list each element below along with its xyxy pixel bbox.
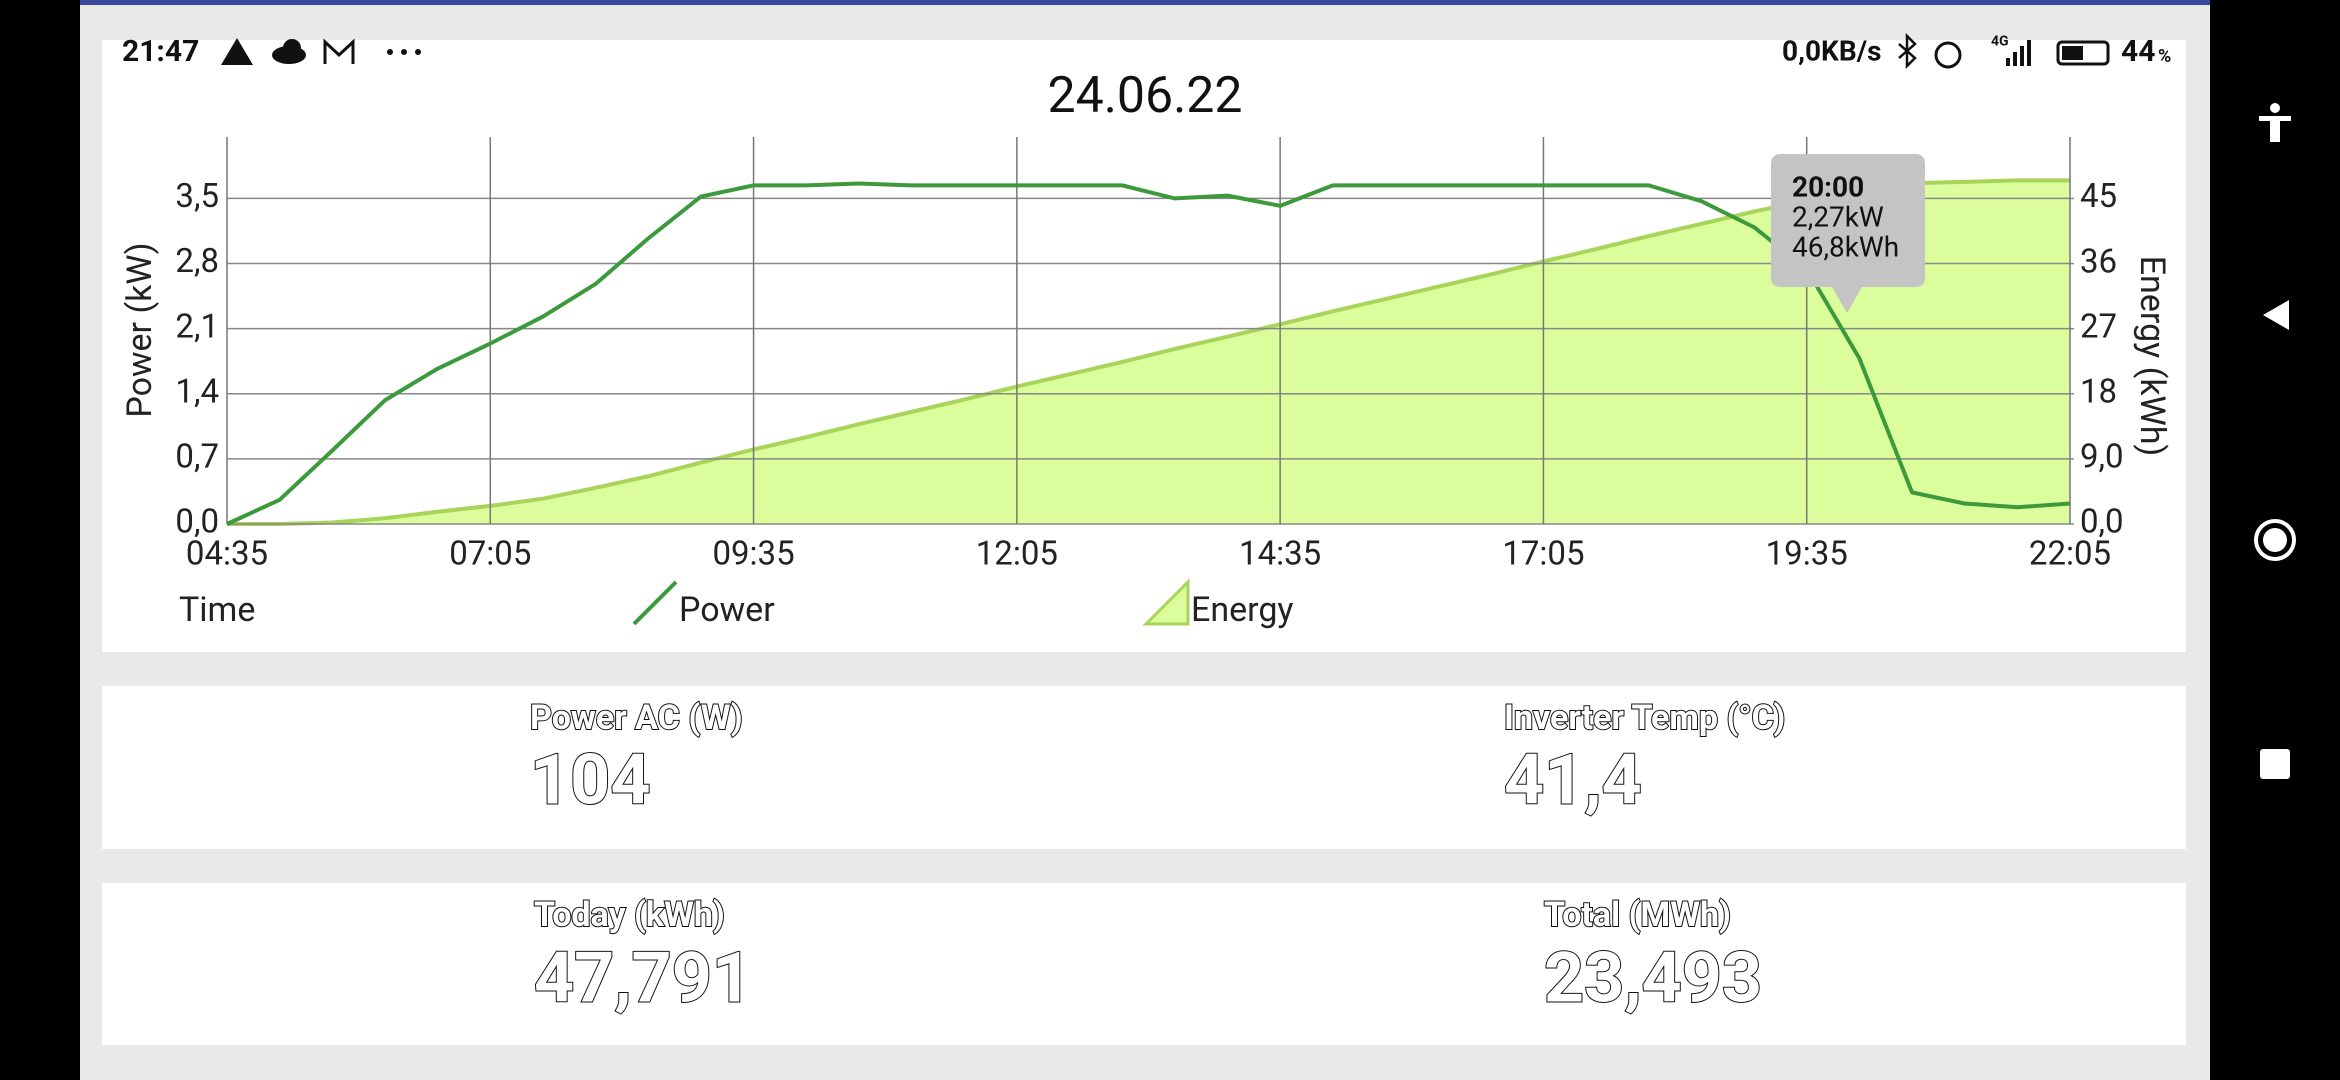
network-type: 4G: [1991, 34, 2009, 50]
y-tick-label: 3,5: [175, 177, 219, 216]
chart-title: 24.06.22: [1048, 67, 1243, 125]
home-button[interactable]: [2254, 519, 2296, 561]
y2-tick-label: 36: [2080, 242, 2117, 281]
more-icon: [387, 49, 421, 55]
accessibility-button[interactable]: [2259, 103, 2291, 142]
card-label: Today (kWh): [534, 895, 725, 935]
legend-label: Power: [679, 590, 775, 630]
tooltip-box: [1771, 154, 1925, 313]
tooltip-line: 2,27kW: [1792, 200, 1884, 233]
bluetooth-icon: [1898, 32, 1917, 70]
legend-swatch: [1142, 578, 1190, 626]
x-axis-label: Time: [179, 590, 255, 630]
x-tick-label: 14:35: [1239, 535, 1321, 574]
card: [102, 883, 2186, 1045]
warning-icon: [221, 38, 253, 65]
y2-tick-label: 9,0: [2080, 438, 2124, 477]
power-line: [226, 181, 2071, 526]
y-tick-label: 0,0: [175, 503, 219, 542]
card-label: Inverter Temp (°C): [1504, 698, 1785, 738]
battery-text: 44: [2121, 34, 2155, 69]
y2-tick-label: 18: [2080, 373, 2117, 412]
y2-axis-label: Energy (kWh): [2132, 256, 2172, 457]
y-tick-label: 0,7: [175, 438, 219, 477]
card-value: 41,4: [1504, 739, 1642, 821]
y2-tick-label: 45: [2080, 177, 2117, 216]
card: [102, 686, 2186, 849]
alarm-icon: [1934, 41, 1962, 69]
card-value: 23,493: [1544, 937, 1762, 1019]
energy-area: [227, 180, 2070, 525]
network-speed: 0,0KB/s: [1782, 34, 1881, 67]
y2-tick-label: 27: [2080, 307, 2117, 346]
y-tick-label: 1,4: [175, 372, 219, 411]
x-tick-label: 12:05: [976, 535, 1058, 574]
y-axis-label: Power (kW): [120, 242, 160, 417]
back-button[interactable]: [2263, 300, 2289, 330]
mail-icon: [323, 38, 355, 64]
x-tick-label: 17:05: [1502, 535, 1584, 574]
x-tick-label: 09:35: [712, 535, 794, 574]
card-label: Total (MWh): [1544, 895, 1731, 935]
home-button-dot: [2263, 528, 2287, 552]
battery-unit: %: [2158, 46, 2171, 67]
battery-icon: [2056, 40, 2110, 66]
card-value: 104: [530, 739, 650, 821]
tooltip-line: 46,8kWh: [1792, 230, 1899, 263]
recents-button[interactable]: [2260, 749, 2290, 779]
x-tick-label: 07:05: [449, 535, 531, 574]
cards: Power AC (W)104 Inverter Temp (°C)41,4 Tod…: [529, 697, 1786, 1021]
x-tick-label: 22:05: [2029, 535, 2111, 574]
battery-level: [2062, 46, 2083, 60]
x-tick-label: 04:35: [186, 535, 268, 574]
energy-line: [227, 178, 2070, 526]
x-tick-label: 19:35: [1766, 535, 1848, 574]
signal-icon: [2006, 40, 2031, 66]
y-tick-label: 2,8: [175, 242, 219, 281]
legend-swatch: [632, 580, 678, 626]
y-tick-label: 2,1: [175, 307, 219, 346]
status-time: 21:47: [122, 34, 199, 69]
top-accent: [80, 0, 2210, 5]
y2-tick-label: 0,0: [2080, 503, 2124, 542]
card-label: Power AC (W): [530, 698, 743, 738]
tooltip-title: 20:00: [1792, 170, 1864, 203]
left-bar: [0, 0, 80, 1080]
card-value: 47,791: [534, 937, 752, 1019]
legend-label: Energy: [1191, 590, 1294, 630]
plot: 0,0 0,7 1,4 2,1 2,8 3,5 0,0 9,0 18 27 36 45 04:35 07:…: [175, 137, 2124, 630]
cloud-icon-top: [283, 39, 301, 57]
